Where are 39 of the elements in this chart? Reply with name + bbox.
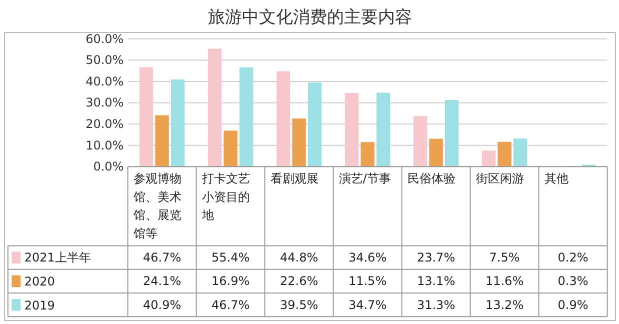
x-tick-label: 打卡文艺小资目的地 xyxy=(200,172,250,222)
x-tick-label: 演艺/节事 xyxy=(338,172,391,186)
data-label: 0.2% xyxy=(558,250,588,265)
data-label: 46.7% xyxy=(211,298,250,312)
data-label: 24.1% xyxy=(142,274,182,288)
data-label: 16.9% xyxy=(211,274,250,288)
x-tick-label: 街区闲游 xyxy=(476,172,524,186)
data-label: 39.5% xyxy=(280,298,318,312)
legend-label: 2020 xyxy=(24,274,55,289)
x-tick-label: 看剧观展 xyxy=(270,172,318,186)
x-tick-label: 民俗体验 xyxy=(407,172,456,186)
x-tick-label: 参观博物馆、美术馆、展览馆等 xyxy=(132,172,182,240)
legend-label: 2019 xyxy=(24,298,55,312)
data-label: 44.8% xyxy=(280,250,318,265)
data-label: 34.6% xyxy=(348,250,387,265)
data-label: 34.7% xyxy=(348,298,387,312)
data-label: 23.7% xyxy=(416,250,456,265)
y-tick-label: 40.0% xyxy=(86,74,124,88)
legend-label: 2021上半年 xyxy=(24,250,91,265)
chart-title: 旅游中文化消费的主要内容 xyxy=(208,8,412,28)
data-label: 13.1% xyxy=(416,274,456,288)
data-label: 0.3% xyxy=(558,274,588,288)
y-tick-label: 50.0% xyxy=(86,53,124,68)
y-tick-label: 20.0% xyxy=(86,117,124,132)
data-label: 11.6% xyxy=(485,274,524,288)
data-label: 40.9% xyxy=(142,298,182,312)
data-label: 55.4% xyxy=(211,250,250,265)
data-label: 0.9% xyxy=(558,298,588,312)
y-tick-label: 60.0% xyxy=(86,32,124,46)
data-label: 31.3% xyxy=(416,298,456,312)
y-tick-label: 0.0% xyxy=(93,160,124,174)
data-label: 13.2% xyxy=(485,298,524,312)
y-tick-label: 30.0% xyxy=(86,96,124,110)
data-label: 11.5% xyxy=(348,274,387,288)
data-label: 22.6% xyxy=(280,274,318,288)
y-tick-label: 10.0% xyxy=(86,138,124,152)
data-label: 46.7% xyxy=(142,250,182,265)
data-label: 7.5% xyxy=(489,250,520,265)
x-tick-label: 其他 xyxy=(544,172,568,186)
